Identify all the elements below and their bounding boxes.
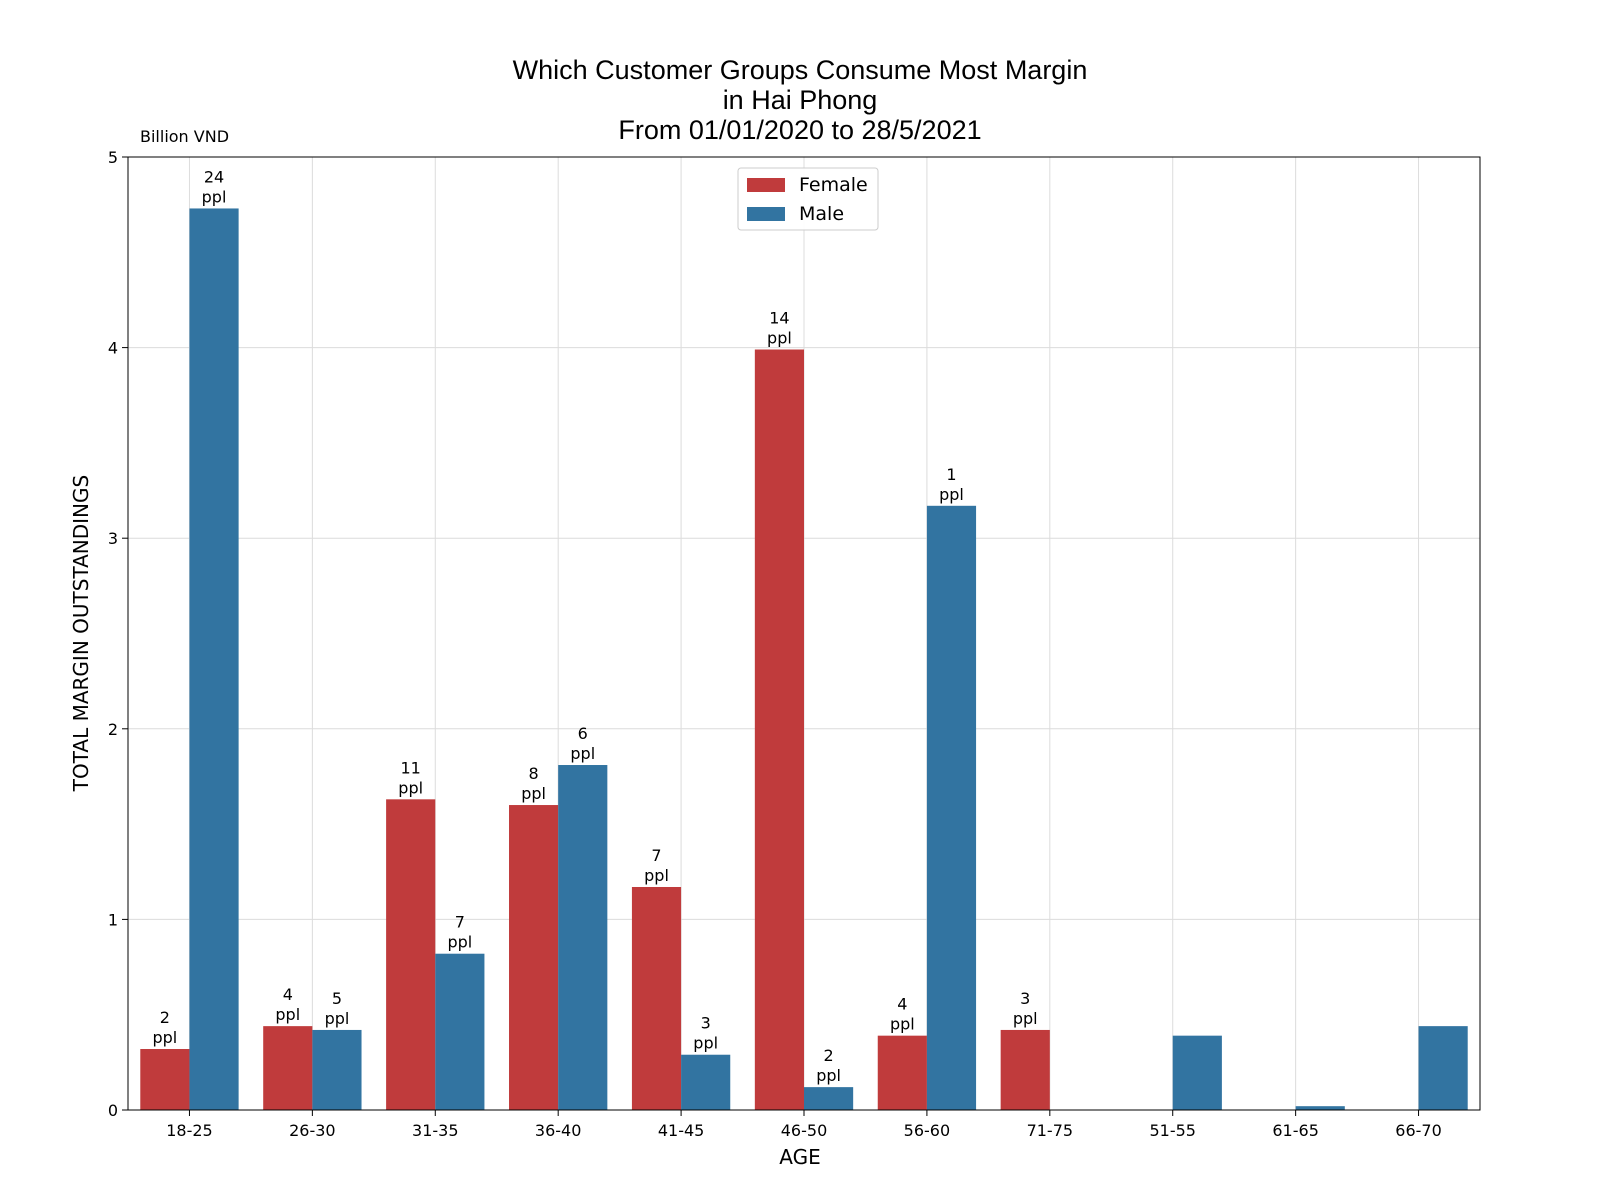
y-tick-label: 1 [108,910,118,929]
data-label-count: 7 [651,846,661,865]
bar-female-56-60 [877,1035,927,1110]
x-tick-label: 36-40 [535,1121,582,1140]
data-label-count: 3 [701,1014,711,1033]
x-tick-label: 61-65 [1272,1121,1319,1140]
data-label-count: 6 [578,724,588,743]
x-tick-label: 46-50 [781,1121,828,1140]
x-tick-label: 41-45 [658,1121,705,1140]
data-label-unit: ppl [644,866,669,885]
data-label-count: 2 [160,1008,170,1027]
data-label-unit: ppl [1013,1009,1038,1028]
chart-title-line-2: in Hai Phong [723,85,878,115]
y-unit-label: Billion VND [140,127,229,146]
data-label-unit: ppl [275,1005,300,1024]
legend-label-female: Female [799,174,868,196]
bars [140,208,1468,1111]
bar-male-18-25 [189,208,239,1110]
y-tick-label: 4 [108,339,118,358]
bar-male-66-70 [1418,1026,1468,1110]
x-axis-label: AGE [779,1145,820,1169]
data-label-unit: ppl [447,933,472,952]
chart-title-line-1: Which Customer Groups Consume Most Margi… [513,55,1088,85]
axes: 0 1 2 3 4 5 18-25 26-30 31-35 36-40 41-45 46-50 56-6… [108,148,1481,1140]
data-label-unit: ppl [398,778,423,797]
data-label-unit: ppl [202,187,227,206]
bar-female-41-45 [631,886,682,1110]
data-label-unit: ppl [693,1034,718,1053]
legend-swatch-male [747,207,785,221]
y-axis-label: TOTAL MARGIN OUTSTANDINGS [69,475,93,792]
legend-label-male: Male [799,203,844,225]
y-tick-label: 5 [108,148,118,167]
bar-male-61-65 [1295,1106,1345,1110]
data-label-unit: ppl [570,744,595,763]
data-label-unit: ppl [325,1009,350,1028]
data-label-count: 7 [455,913,465,932]
data-label-count: 8 [529,764,539,783]
x-tick-label: 56-60 [904,1121,951,1140]
legend: Female Male [737,167,879,231]
legend-swatch-female [747,178,785,192]
data-label-count: 1 [946,465,956,484]
data-label-unit: ppl [521,784,546,803]
x-tick-label: 71-75 [1027,1121,1074,1140]
data-labels: 2ppl4ppl11ppl8ppl7ppl14ppl4ppl3ppl24ppl5… [152,167,1037,1085]
data-label-unit: ppl [767,329,792,348]
data-label-count: 11 [401,758,421,777]
data-label-unit: ppl [816,1066,841,1085]
x-tick-label: 31-35 [412,1121,459,1140]
bar-male-56-60 [926,505,977,1111]
bar-male-36-40 [558,765,608,1110]
bar-male-51-55 [1172,1035,1222,1110]
y-tick-label: 3 [108,529,118,548]
bar-male-41-45 [681,1054,731,1110]
data-label-unit: ppl [939,485,964,504]
data-label-unit: ppl [152,1028,177,1047]
x-tick-label: 18-25 [166,1121,213,1140]
bar-male-46-50 [804,1087,854,1110]
x-tick-label: 51-55 [1149,1121,1196,1140]
data-label-count: 4 [283,985,293,1004]
x-tick-label: 26-30 [289,1121,336,1140]
bar-female-31-35 [386,799,436,1110]
data-label-count: 2 [823,1046,833,1065]
data-label-count: 5 [332,989,342,1008]
plot-frame [127,156,1481,1111]
bar-female-26-30 [263,1026,313,1110]
bar-female-46-50 [754,349,804,1111]
x-tick-label: 66-70 [1395,1121,1442,1140]
chart-title-line-3: From 01/01/2020 to 28/5/2021 [618,115,981,145]
bar-female-71-75 [1000,1029,1050,1110]
y-tick-label: 2 [108,720,118,739]
bar-male-26-30 [312,1029,362,1110]
data-label-unit: ppl [890,1015,915,1034]
data-label-count: 14 [769,309,789,328]
bar-female-36-40 [509,805,559,1110]
bar-female-18-25 [140,1049,190,1110]
bar-male-31-35 [435,953,485,1110]
y-tick-label: 0 [108,1101,118,1120]
data-label-count: 24 [204,167,224,186]
data-label-count: 3 [1020,989,1030,1008]
data-label-count: 4 [897,995,907,1014]
